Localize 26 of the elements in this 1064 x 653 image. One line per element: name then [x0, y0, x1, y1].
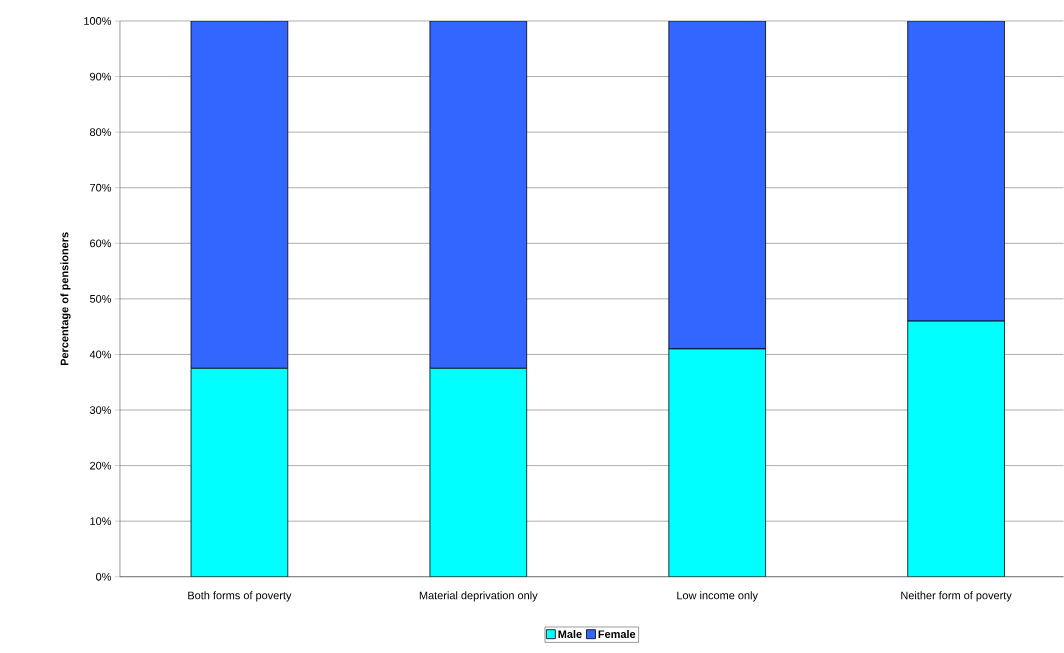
bar — [907, 320, 1005, 577]
y-tick-label: 0% — [96, 573, 112, 581]
y-tick-label: 60% — [90, 239, 112, 248]
y-tick-label: 50% — [89, 295, 112, 303]
bar — [429, 368, 528, 577]
y-tick-label: 30% — [89, 406, 112, 415]
bar — [190, 21, 289, 369]
y-tick-label: 40% — [89, 350, 112, 359]
x-tick-label: Material deprivation only — [419, 591, 538, 602]
x-tick-label: Neither form of poverty — [901, 591, 1012, 602]
y-tick-label: 10% — [90, 517, 112, 526]
y-tick-label: 100% — [84, 17, 112, 25]
legend-label: Female — [598, 630, 636, 639]
y-axis-title: Percentage of pensioners — [60, 232, 71, 366]
bar — [668, 21, 766, 350]
y-tick-label: 20% — [90, 461, 112, 470]
x-tick-label: Both forms of poverty — [188, 591, 292, 602]
legend-label: Male — [558, 630, 582, 639]
x-tick-label: Low income only — [677, 591, 758, 602]
bar — [907, 21, 1005, 322]
bar — [190, 368, 289, 577]
bar — [429, 21, 528, 369]
y-tick-label: 70% — [90, 183, 112, 192]
bar — [668, 348, 766, 577]
y-tick-label: 80% — [89, 128, 112, 137]
y-tick-label: 90% — [90, 72, 112, 81]
